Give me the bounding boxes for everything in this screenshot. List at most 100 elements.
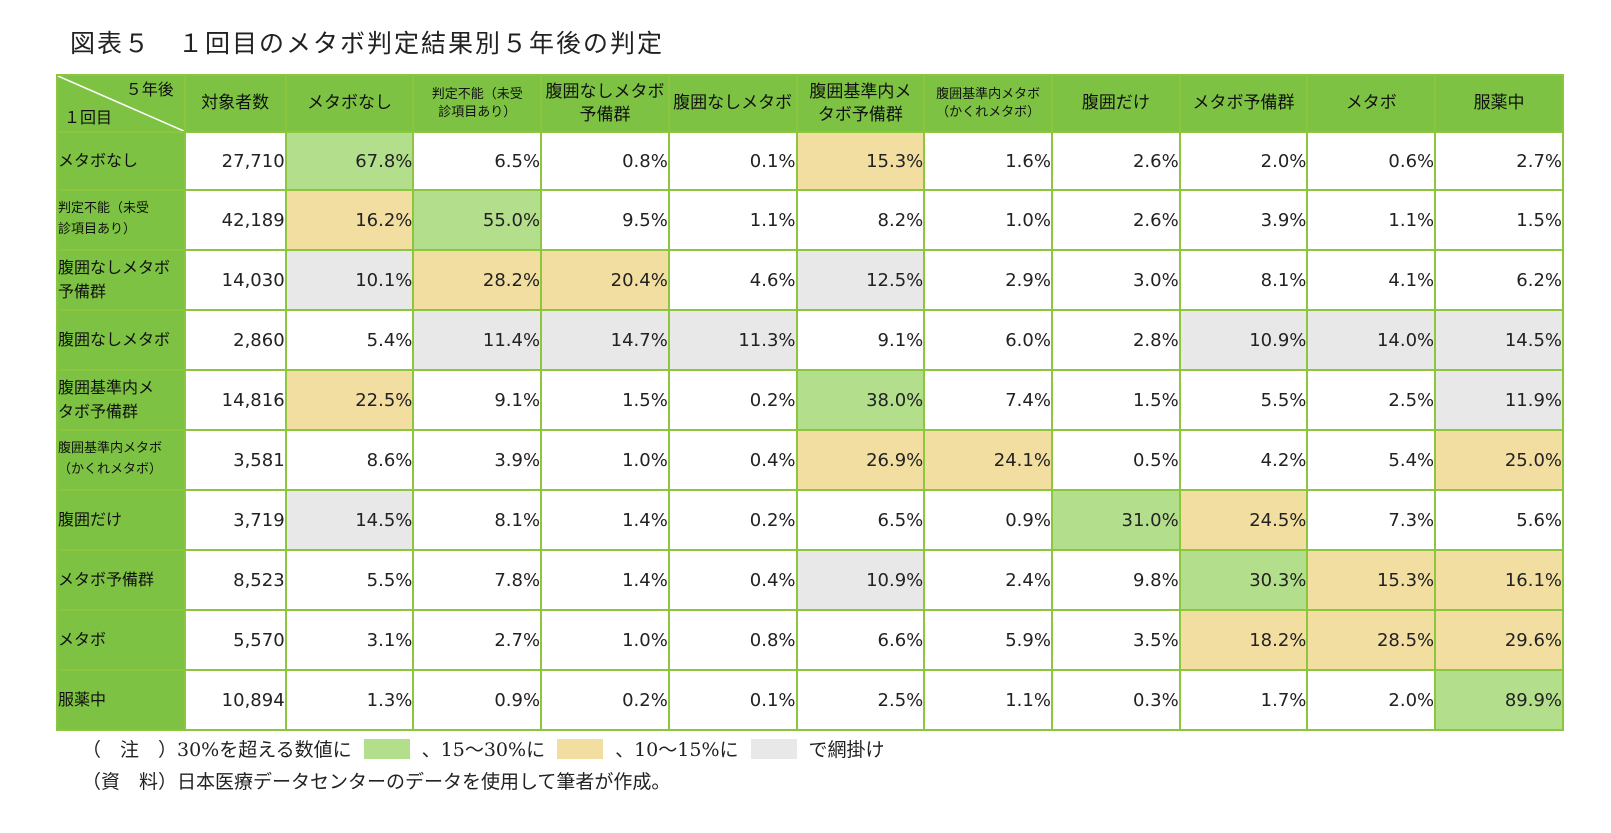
percent-cell: 0.4%	[667, 549, 798, 611]
percent-cell: 2.8%	[1050, 309, 1181, 371]
percent-cell: 9.8%	[1050, 549, 1181, 611]
table-row: 腹囲なしメタボ 予備群 14,030 10.1% 28.2% 20.4% 4.6% 12.5%…	[56, 249, 1564, 311]
row-label: 腹囲だけ	[56, 489, 186, 551]
count-cell: 5,570	[183, 609, 287, 671]
figure-title: 図表５ １回目のメタボ判定結果別５年後の判定	[70, 29, 665, 58]
percent-cell: 0.1%	[667, 131, 798, 191]
table-row: 腹囲なしメタボ 2,860 5.4% 11.4% 14.7% 11.3% 9.1% 6.0% 2…	[56, 309, 1564, 371]
percent-cell: 1.1%	[667, 189, 798, 251]
row-label: 腹囲基準内メ タボ予備群	[56, 369, 186, 431]
percent-cell: 7.3%	[1306, 489, 1437, 551]
percent-cell: 5.6%	[1434, 489, 1564, 551]
row-label: 判定不能（未受 診項目あり）	[56, 189, 186, 251]
percent-cell: 1.3%	[284, 669, 415, 731]
percent-cell: 0.6%	[1306, 131, 1437, 191]
row-label: メタボなし	[56, 131, 186, 191]
percent-cell: 0.1%	[667, 669, 798, 731]
row-label: 服薬中	[56, 669, 186, 731]
percent-cell: 8.2%	[795, 189, 926, 251]
percent-cell: 2.7%	[1434, 131, 1564, 191]
corner-header-cell: ５年後 １回目	[56, 74, 186, 133]
column-header: メタボ予備群	[1178, 74, 1309, 133]
column-header: メタボ	[1306, 74, 1437, 133]
count-cell: 14,030	[183, 249, 287, 311]
percent-cell: 11.3%	[667, 309, 798, 371]
row-label: 腹囲なしメタボ 予備群	[56, 249, 186, 311]
percent-cell: 30.3%	[1178, 549, 1309, 611]
percent-cell: 38.0%	[795, 369, 926, 431]
percent-cell: 20.4%	[540, 249, 670, 311]
percent-cell: 0.9%	[923, 489, 1053, 551]
percent-cell: 11.4%	[412, 309, 543, 371]
percent-cell: 6.2%	[1434, 249, 1564, 311]
column-header: 腹囲基準内メタボ （かくれメタボ）	[923, 74, 1053, 133]
percent-cell: 1.7%	[1178, 669, 1309, 731]
percent-cell: 16.1%	[1434, 549, 1564, 611]
table-body: メタボなし 27,710 67.8% 6.5% 0.8% 0.1% 15.3% 1.6% 2.6…	[56, 131, 1564, 731]
percent-cell: 2.7%	[412, 609, 543, 671]
count-cell: 14,816	[183, 369, 287, 431]
percent-cell: 2.4%	[923, 549, 1053, 611]
corner-label-five-years-later: ５年後	[125, 80, 174, 99]
percent-cell: 6.6%	[795, 609, 926, 671]
note-line-legend: （ 注 ）30%を超える数値に 、15〜30%に 、10〜15%に で網掛け	[82, 735, 885, 762]
percent-cell: 1.1%	[1306, 189, 1437, 251]
note-prefix: （ 注 ）30%を超える数値に	[82, 739, 352, 761]
column-header: 腹囲なしメタボ	[667, 74, 798, 133]
column-header: 判定不能（未受 診項目あり）	[412, 74, 543, 133]
note-suffix: で網掛け	[808, 739, 885, 761]
legend-swatch-over-30	[363, 738, 410, 759]
percent-cell: 3.9%	[412, 429, 543, 491]
percent-cell: 9.1%	[412, 369, 543, 431]
percent-cell: 1.5%	[1434, 189, 1564, 251]
percent-cell: 2.5%	[795, 669, 926, 731]
legend-swatch-10-15	[750, 738, 797, 759]
percent-cell: 89.9%	[1434, 669, 1564, 731]
column-header: メタボなし	[284, 74, 415, 133]
percent-cell: 2.6%	[1050, 131, 1181, 191]
percent-cell: 1.0%	[923, 189, 1053, 251]
percent-cell: 0.2%	[667, 489, 798, 551]
percent-cell: 9.1%	[795, 309, 926, 371]
percent-cell: 4.2%	[1178, 429, 1309, 491]
percent-cell: 2.0%	[1306, 669, 1437, 731]
count-cell: 3,719	[183, 489, 287, 551]
percent-cell: 5.5%	[284, 549, 415, 611]
percent-cell: 24.1%	[923, 429, 1053, 491]
source-note: （資 料）日本医療データセンターのデータを使用して筆者が作成。	[82, 771, 671, 793]
percent-cell: 3.1%	[284, 609, 415, 671]
percent-cell: 15.3%	[1306, 549, 1437, 611]
count-cell: 2,860	[183, 309, 287, 371]
corner-label-first-time: １回目	[64, 108, 113, 128]
percent-cell: 0.8%	[667, 609, 798, 671]
percent-cell: 6.5%	[795, 489, 926, 551]
percent-cell: 0.2%	[540, 669, 670, 731]
percent-cell: 16.2%	[284, 189, 415, 251]
percent-cell: 28.5%	[1306, 609, 1437, 671]
count-cell: 27,710	[183, 131, 287, 191]
table-row: メタボ予備群 8,523 5.5% 7.8% 1.4% 0.4% 10.9% 2.4% 9.8%…	[56, 549, 1564, 611]
table-row: 腹囲だけ 3,719 14.5% 8.1% 1.4% 0.2% 6.5% 0.9% 31.0% 2…	[56, 489, 1564, 551]
percent-cell: 4.6%	[667, 249, 798, 311]
percent-cell: 31.0%	[1050, 489, 1181, 551]
percent-cell: 4.1%	[1306, 249, 1437, 311]
legend-swatch-15-30	[557, 738, 604, 759]
percent-cell: 10.9%	[795, 549, 926, 611]
row-label: メタボ予備群	[56, 549, 186, 611]
percent-cell: 14.7%	[540, 309, 670, 371]
percent-cell: 5.5%	[1178, 369, 1309, 431]
percent-cell: 15.3%	[795, 131, 926, 191]
percent-cell: 3.9%	[1178, 189, 1309, 251]
percent-cell: 2.6%	[1050, 189, 1181, 251]
percent-cell: 55.0%	[412, 189, 543, 251]
percent-cell: 1.5%	[1050, 369, 1181, 431]
column-header: 服薬中	[1434, 74, 1564, 133]
percent-cell: 8.6%	[284, 429, 415, 491]
percent-cell: 18.2%	[1178, 609, 1309, 671]
percent-cell: 0.9%	[412, 669, 543, 731]
percent-cell: 14.5%	[284, 489, 415, 551]
percent-cell: 0.5%	[1050, 429, 1181, 491]
transition-table: ５年後 １回目 対象者数 メタボなし 判定不能（未受 診項目あり） 腹囲なしメタボ 予備群…	[56, 74, 1564, 731]
percent-cell: 0.3%	[1050, 669, 1181, 731]
note-mid-15-30: 、15〜30%に	[421, 739, 546, 761]
